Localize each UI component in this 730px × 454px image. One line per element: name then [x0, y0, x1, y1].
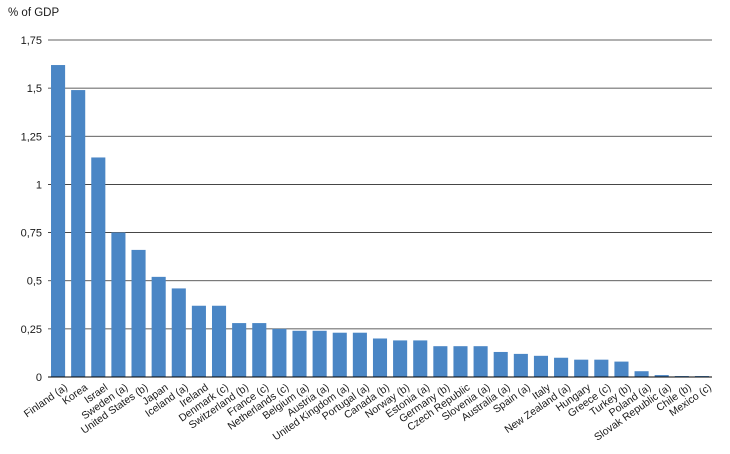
bar: [372, 338, 388, 377]
bar: [292, 330, 307, 377]
bar: [493, 351, 508, 377]
bar: [332, 332, 347, 377]
bar: [171, 288, 186, 377]
bar: [272, 328, 287, 377]
bar: [252, 323, 267, 377]
bar: [51, 65, 66, 377]
bar: [71, 90, 86, 377]
bar: [513, 353, 528, 377]
bar: [433, 346, 448, 377]
bar: [232, 323, 247, 377]
bar: [111, 232, 126, 377]
bar: [473, 346, 488, 377]
bar: [312, 330, 327, 377]
bar: [594, 359, 609, 377]
bar: [131, 249, 146, 377]
bar: [533, 355, 549, 377]
bar: [393, 340, 408, 377]
bar: [614, 361, 629, 377]
y-tick-label: 1,25: [21, 131, 42, 143]
bar: [91, 157, 106, 377]
y-tick-label: 0,25: [21, 324, 42, 336]
bar: [413, 340, 428, 377]
bar: [654, 375, 669, 377]
bars: [51, 65, 709, 377]
y-axis-unit-label: % of GDP: [8, 7, 59, 19]
gridlines: [48, 39, 712, 330]
y-tick-label: 0: [36, 372, 42, 384]
bar: [151, 276, 166, 377]
bar: [211, 305, 227, 377]
bar: [191, 305, 206, 377]
bar: [453, 346, 468, 377]
bar: [574, 359, 589, 377]
y-tick-label: 1,75: [21, 35, 42, 47]
bar: [554, 357, 569, 377]
bar: [634, 371, 649, 377]
y-axis-tick-labels: 0 0,25 0,5 0,75 1 1,25 1,5 1,75: [21, 35, 42, 384]
y-tick-label: 1: [36, 179, 42, 191]
y-tick-label: 1,5: [27, 83, 42, 95]
bar: [352, 332, 367, 377]
y-tick-label: 0,75: [21, 228, 42, 240]
y-tick-label: 0,5: [27, 276, 42, 288]
